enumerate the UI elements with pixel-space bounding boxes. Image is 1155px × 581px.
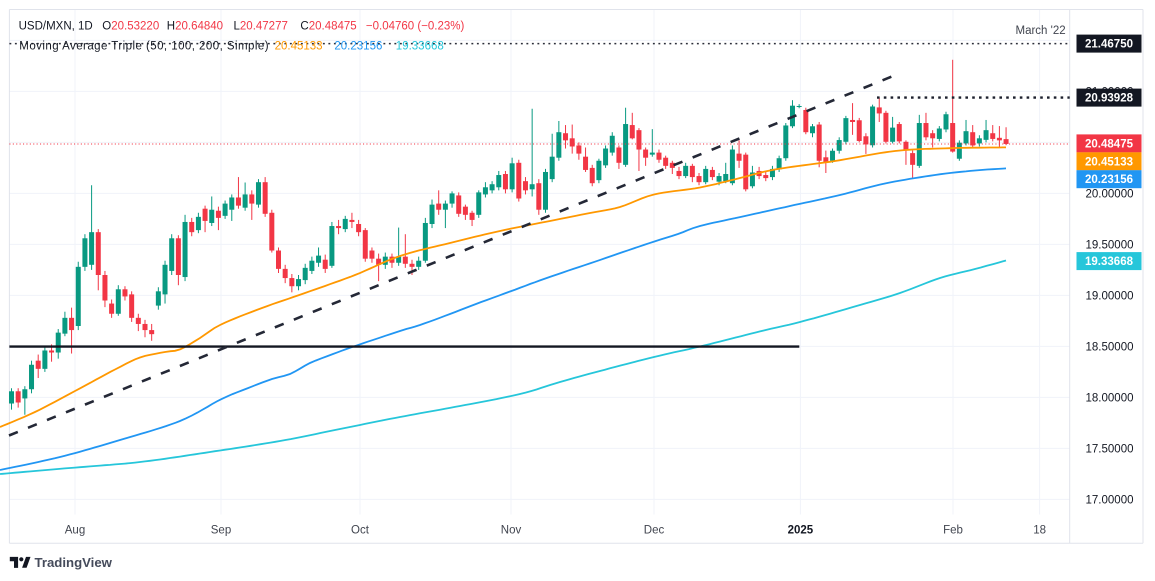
svg-text:2025: 2025: [788, 525, 814, 537]
svg-text:18.00000: 18.00000: [1086, 392, 1134, 404]
svg-text:C20.48475: C20.48475: [300, 21, 356, 33]
svg-text:20.48475: 20.48475: [1085, 138, 1134, 150]
svg-text:March '22: March '22: [1016, 25, 1066, 37]
svg-text:19.33668: 19.33668: [1085, 256, 1134, 268]
svg-text:Oct: Oct: [351, 525, 370, 537]
svg-text:19.33668: 19.33668: [396, 41, 444, 53]
svg-text:21.46750: 21.46750: [1085, 39, 1133, 51]
svg-text:USD/MXN, 1D: USD/MXN, 1D: [19, 21, 93, 33]
svg-text:20.23156: 20.23156: [334, 41, 382, 53]
svg-text:19.50000: 19.50000: [1086, 239, 1134, 251]
svg-text:20.93928: 20.93928: [1085, 93, 1134, 105]
svg-text:17.50000: 17.50000: [1086, 443, 1134, 455]
svg-text:H20.64840: H20.64840: [167, 21, 223, 33]
svg-text:−0.04760 (−0.23%): −0.04760 (−0.23%): [366, 21, 465, 33]
svg-text:20.00000: 20.00000: [1086, 188, 1134, 200]
svg-text:Dec: Dec: [644, 525, 665, 537]
svg-text:TradingView: TradingView: [35, 555, 113, 570]
svg-text:Sep: Sep: [211, 525, 231, 537]
svg-text:20.23156: 20.23156: [1085, 174, 1133, 186]
svg-text:L20.47277: L20.47277: [234, 21, 288, 33]
svg-text:Aug: Aug: [65, 525, 85, 537]
svg-text:18.50000: 18.50000: [1086, 341, 1134, 353]
svg-text:18: 18: [1033, 525, 1046, 537]
svg-text:Moving Average Triple (50, 100: Moving Average Triple (50, 100, 200, Sim…: [19, 41, 269, 53]
svg-text:Nov: Nov: [501, 525, 522, 537]
svg-text:Feb: Feb: [943, 525, 963, 537]
svg-text:20.45133: 20.45133: [275, 41, 323, 53]
svg-text:O20.53220: O20.53220: [102, 21, 159, 33]
svg-text:20.45133: 20.45133: [1085, 156, 1133, 168]
svg-text:19.00000: 19.00000: [1086, 290, 1134, 302]
svg-text:17.00000: 17.00000: [1086, 494, 1134, 506]
